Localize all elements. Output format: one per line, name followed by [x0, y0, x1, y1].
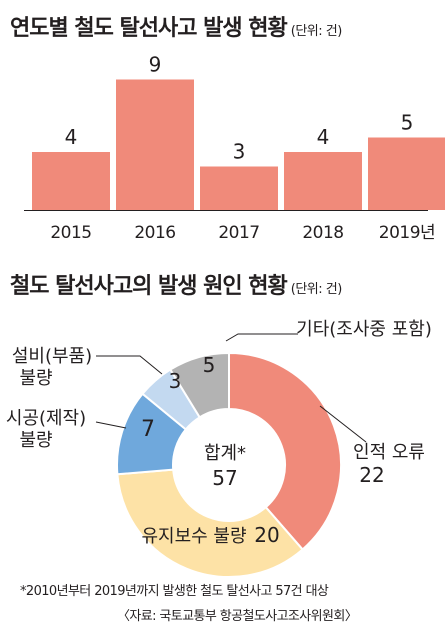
x-tick-label: 2017: [218, 223, 259, 243]
footnote: *2010년부터 2019년까지 발생한 철도 탈선사고 57건 대상: [20, 584, 329, 599]
x-tick-label: 2019년: [379, 223, 435, 243]
leader-line: [225, 333, 298, 342]
x-tick-label: 2015: [50, 223, 91, 243]
bar-chart-title-text: 연도별 철도 탈선사고 발생 현황: [10, 16, 288, 41]
slice-label: 인적 오류: [353, 442, 425, 463]
bar: [284, 152, 362, 210]
bar-value-label: 4: [317, 125, 330, 149]
donut-slice: [228, 351, 342, 551]
donut-chart-title: 철도 탈선사고의 발생 원인 현황 (단위: 건): [10, 268, 342, 300]
leader-line: [319, 405, 367, 443]
slice-label: 유지보수 불량: [141, 526, 246, 547]
leader-line: [96, 355, 163, 375]
bar-chart-title: 연도별 철도 탈선사고 발생 현황 (단위: 건): [10, 10, 342, 42]
x-tick-label: 2018: [302, 223, 343, 243]
source-note: 〈자료: 국토교통부 항공철도사고조사위원회〉: [117, 609, 358, 624]
donut-slice: [116, 468, 304, 578]
donut-center-label: 합계*: [204, 443, 246, 464]
bar: [368, 137, 445, 210]
donut-chart-unit: (단위: 건): [290, 282, 343, 297]
donut-center-value: 57: [212, 466, 237, 490]
bar-value-label: 9: [149, 53, 162, 77]
slice-label: 기타(조사중 포함): [296, 319, 432, 340]
bar-value-label: 5: [401, 111, 414, 135]
bar-chart: 4 2015 9 2016 3 2017 4 2018 5 2019년: [24, 53, 445, 243]
bar: [200, 166, 278, 210]
leader-line: [95, 421, 127, 429]
x-tick-label: 2016: [134, 223, 175, 243]
bar-chart-unit: (단위: 건): [290, 24, 343, 39]
bar-value-label: 4: [65, 125, 78, 149]
slice-value: 7: [141, 417, 155, 442]
donut-chart-title-text: 철도 탈선사고의 발생 원인 현황: [10, 274, 288, 299]
slice-value: 5: [203, 353, 216, 377]
slice-label: 시공(제작) 불량: [6, 408, 86, 451]
slice-label: 설비(부품) 불량: [12, 346, 92, 389]
donut-slice: [168, 351, 230, 419]
bar: [116, 79, 194, 210]
slice-value: 3: [169, 369, 182, 393]
slice-value: 22: [359, 463, 384, 487]
bar: [32, 152, 110, 210]
slice-value: 20: [254, 523, 279, 547]
bar-value-label: 3: [233, 140, 246, 164]
